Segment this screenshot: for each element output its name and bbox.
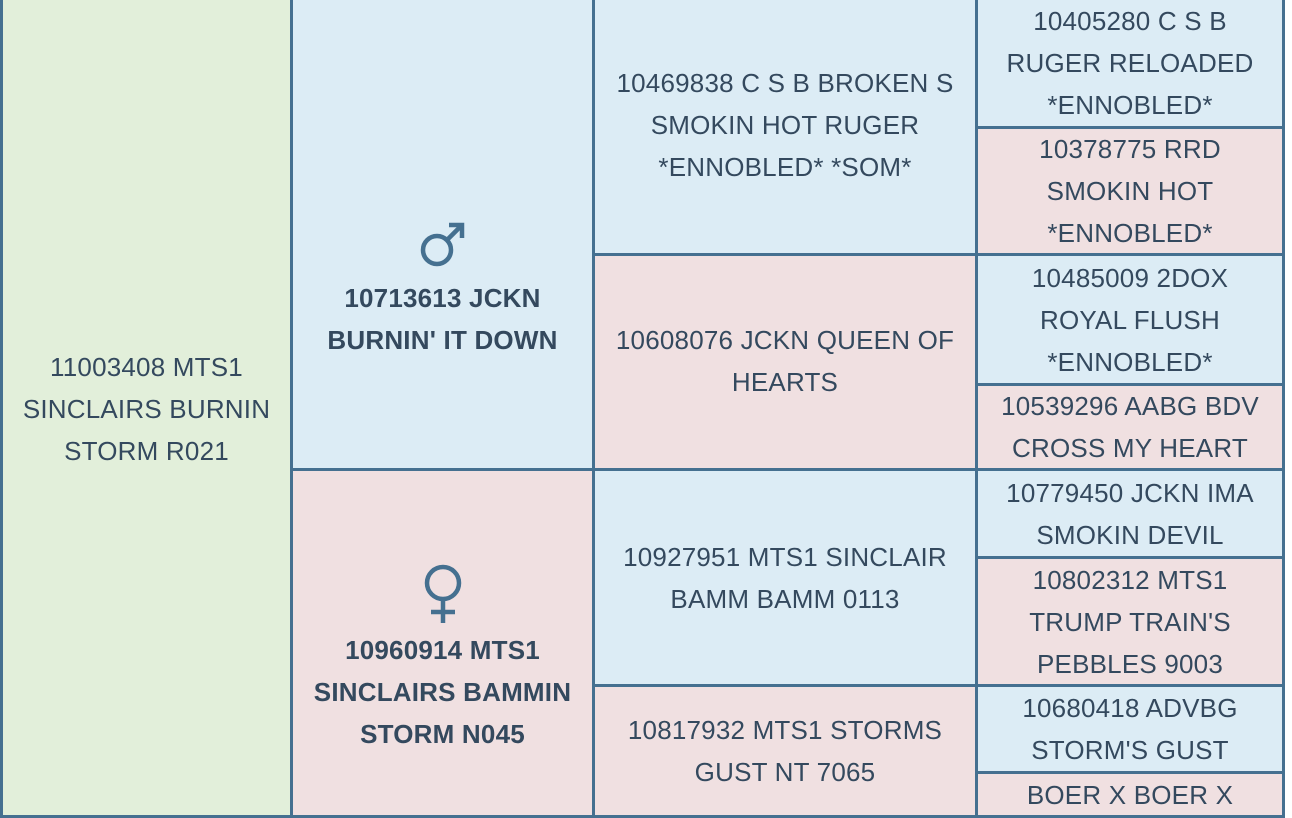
border-gen3-c [975,556,1285,559]
border-right [1282,0,1285,818]
dam-dam-dam-cell[interactable]: BOER X BOER X [978,774,1282,815]
border-gen3-a [975,126,1285,129]
dam-dam-sire-name: 10680418 ADVBG STORM'S GUST [1022,693,1238,765]
sire-dam-dam-name: 10539296 AABG BDV CROSS MY HEART [1001,391,1259,463]
border-gen2-bottom [592,684,1285,687]
sire-name: 10713613 JCKN BURNIN' IT DOWN [327,283,558,355]
male-symbol-icon [420,222,464,267]
dam-cell[interactable]: 10960914 MTS1 SINCLAIRS BAMMIN STORM N04… [293,471,592,815]
sire-sire-sire-name: 10405280 C S B RUGER RELOADED *ENNOBLED* [1006,6,1254,120]
dam-dam-cell[interactable]: 10817932 MTS1 STORMS GUST NT 7065 [595,687,975,815]
border-col2 [592,0,595,818]
border-gen3-d [975,771,1285,774]
sire-sire-cell[interactable]: 10469838 C S B BROKEN S SMOKIN HOT RUGER… [595,0,975,253]
dam-sire-sire-cell[interactable]: 10779450 JCKN IMA SMOKIN DEVIL [978,471,1282,556]
sire-sire-dam-cell[interactable]: 10378775 RRD SMOKIN HOT *ENNOBLED* [978,129,1282,253]
border-left [0,0,3,818]
sire-dam-name: 10608076 JCKN QUEEN OF HEARTS [615,325,955,397]
dam-dam-sire-cell[interactable]: 10680418 ADVBG STORM'S GUST [978,687,1282,771]
subject-cell[interactable]: 11003408 MTS1 SINCLAIRS BURNIN STORM R02… [3,0,290,818]
border-gen1-mid [290,468,1285,471]
sire-cell[interactable]: 10713613 JCKN BURNIN' IT DOWN [293,0,592,468]
dam-sire-sire-name: 10779450 JCKN IMA SMOKIN DEVIL [1006,477,1254,550]
dam-sire-cell[interactable]: 10927951 MTS1 SINCLAIR BAMM BAMM 0113 [595,471,975,684]
sire-dam-sire-cell[interactable]: 10485009 2DOX ROYAL FLUSH *ENNOBLED* [978,256,1282,383]
dam-sire-name: 10927951 MTS1 SINCLAIR BAMM BAMM 0113 [623,541,947,614]
dam-name: 10960914 MTS1 SINCLAIRS BAMMIN STORM N04… [313,635,572,749]
sire-sire-sire-cell[interactable]: 10405280 C S B RUGER RELOADED *ENNOBLED* [978,0,1282,126]
sire-dam-cell[interactable]: 10608076 JCKN QUEEN OF HEARTS [595,256,975,468]
border-bottom [0,815,1285,818]
dam-dam-dam-name: BOER X BOER X [1026,779,1234,810]
sire-dam-dam-cell[interactable]: 10539296 AABG BDV CROSS MY HEART [978,386,1282,468]
dam-dam-name: 10817932 MTS1 STORMS GUST NT 7065 [627,715,943,787]
border-col3 [975,0,978,818]
border-gen2-top [592,253,1285,256]
subject-name: 11003408 MTS1 SINCLAIRS BURNIN STORM R02… [22,352,271,466]
dam-sire-dam-name: 10802312 MTS1 TRUMP TRAIN'S PEBBLES 9003 [1029,564,1231,679]
dam-sire-dam-cell[interactable]: 10802312 MTS1 TRUMP TRAIN'S PEBBLES 9003 [978,559,1282,684]
sire-sire-dam-name: 10378775 RRD SMOKIN HOT *ENNOBLED* [1039,134,1221,248]
female-symbol-icon [424,564,461,623]
sire-dam-sire-name: 10485009 2DOX ROYAL FLUSH *ENNOBLED* [1031,262,1229,377]
sire-sire-name: 10469838 C S B BROKEN S SMOKIN HOT RUGER… [616,68,954,182]
border-gen3-b [975,383,1285,386]
border-col1 [290,0,293,818]
